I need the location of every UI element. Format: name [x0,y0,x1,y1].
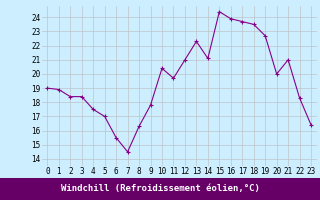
Text: Windchill (Refroidissement éolien,°C): Windchill (Refroidissement éolien,°C) [60,184,260,194]
